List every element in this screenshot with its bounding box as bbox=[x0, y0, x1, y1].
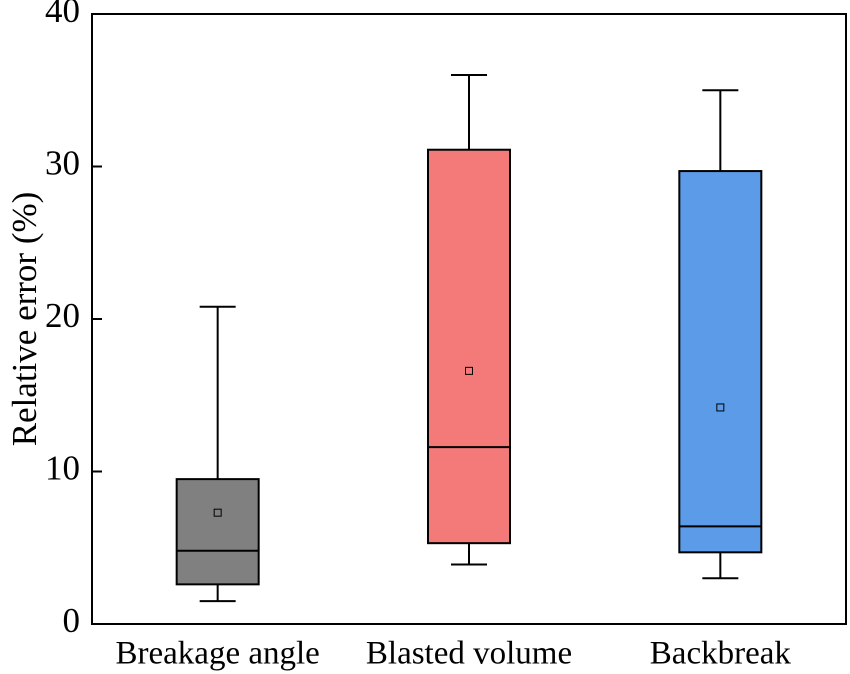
x-axis-categories: Breakage angle Blasted volume Backbreak bbox=[116, 636, 792, 672]
iqr-box bbox=[427, 148, 511, 545]
y-tick-label: 0 bbox=[63, 601, 81, 640]
box-group-backbreak bbox=[678, 89, 763, 580]
mean-marker bbox=[465, 366, 473, 375]
y-tick-label: 20 bbox=[45, 296, 80, 335]
boxes-layer bbox=[175, 74, 763, 603]
mean-marker bbox=[213, 508, 222, 517]
y-tick-label: 40 bbox=[45, 0, 80, 30]
category-label: Blasted volume bbox=[366, 636, 572, 672]
y-axis-title: Relative error (%) bbox=[5, 192, 44, 447]
category-label: Backbreak bbox=[650, 636, 792, 672]
category-label: Breakage angle bbox=[116, 636, 320, 672]
y-axis-ticks: 0 10 20 30 40 bbox=[45, 0, 102, 640]
box-group-breakage-angle bbox=[175, 305, 260, 603]
box-group-blasted-volume bbox=[427, 74, 511, 566]
iqr-box bbox=[175, 478, 260, 586]
mean-marker bbox=[716, 403, 725, 412]
y-tick-label: 10 bbox=[45, 449, 80, 488]
iqr-box bbox=[678, 170, 763, 554]
y-tick-label: 30 bbox=[45, 144, 80, 183]
